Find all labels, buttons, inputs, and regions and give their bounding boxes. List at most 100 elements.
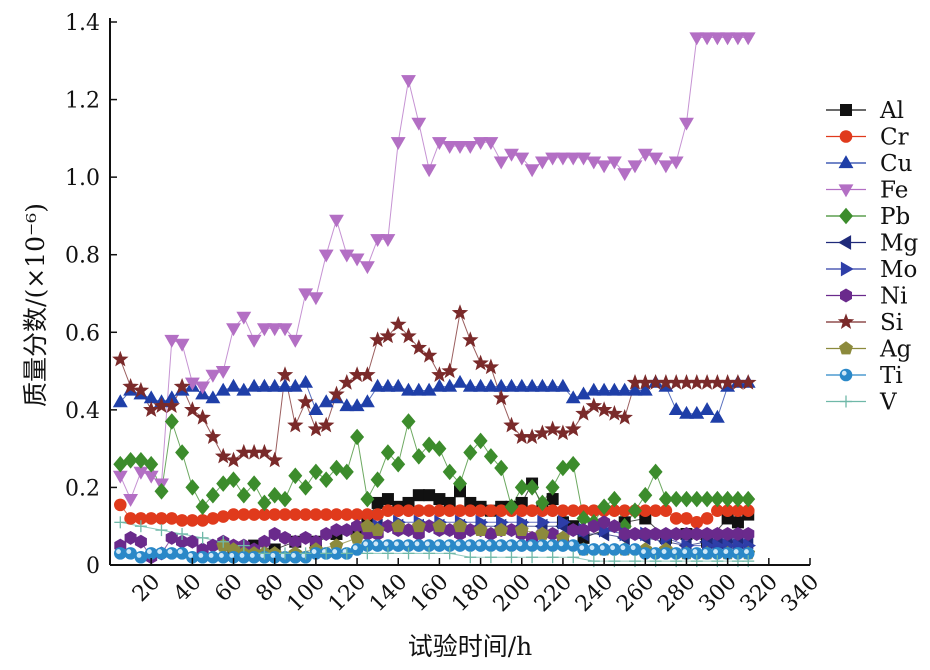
- data-point-cr: [525, 504, 539, 517]
- legend-label: Al: [879, 98, 904, 124]
- data-point-cr: [494, 504, 508, 517]
- data-point-ti: [124, 547, 137, 560]
- data-point-ni: [659, 527, 672, 541]
- data-point-cr: [134, 512, 148, 525]
- x-tick-label: 320: [736, 570, 783, 617]
- data-point-ni: [670, 527, 683, 541]
- series-lines: [119, 37, 749, 562]
- data-point-cu: [267, 378, 283, 392]
- data-point-v: [484, 551, 497, 564]
- data-point-ti: [587, 543, 601, 556]
- data-point-fe: [112, 470, 128, 484]
- legend-item-cr: Cr: [826, 125, 909, 151]
- data-point-v: [320, 547, 333, 560]
- data-point-pb: [658, 490, 673, 508]
- legend-item-pb: Pb: [826, 204, 910, 230]
- data-point-ti: [206, 550, 220, 564]
- series-points-ti: [113, 539, 755, 564]
- data-point-si: [122, 377, 139, 394]
- data-point-pb: [453, 475, 467, 492]
- data-point-al: [546, 493, 559, 506]
- data-point-ti: [371, 539, 384, 552]
- data-point-cr: [268, 508, 282, 521]
- data-point-ni: [330, 523, 343, 538]
- data-point-cr: [258, 508, 271, 521]
- data-point-cr: [299, 508, 312, 521]
- data-point-pb: [720, 490, 735, 508]
- data-point-si: [441, 362, 458, 379]
- data-point-pb: [226, 471, 241, 488]
- legend-item-v: V: [826, 390, 897, 416]
- data-point-cu: [277, 378, 293, 392]
- data-point-cu: [462, 378, 478, 392]
- data-point-cr: [371, 508, 384, 521]
- data-point-cu: [452, 374, 468, 388]
- data-point-v: [340, 547, 353, 560]
- data-point-cu: [709, 409, 725, 423]
- data-point-fe: [524, 164, 540, 178]
- data-point-si: [112, 350, 129, 367]
- data-point-v: [134, 520, 147, 533]
- x-tick-label: 160: [406, 570, 453, 617]
- data-point-cr: [433, 504, 446, 517]
- data-point-ni: [206, 538, 219, 553]
- data-point-v: [505, 551, 518, 564]
- data-point-ti: [134, 550, 148, 564]
- data-point-v: [155, 524, 168, 537]
- data-point-cr: [319, 508, 333, 521]
- data-point-pb: [463, 444, 478, 461]
- data-point-fe: [648, 152, 664, 166]
- data-point-fe: [256, 323, 272, 337]
- data-point-si: [534, 424, 551, 441]
- data-point-si: [616, 408, 633, 425]
- data-point-al: [433, 493, 446, 506]
- data-point-cr: [124, 512, 137, 525]
- data-point-fe: [637, 148, 653, 162]
- data-point-fe: [545, 152, 561, 166]
- data-point-ti: [196, 550, 209, 564]
- legend-marker: [839, 368, 853, 382]
- series-points-cr: [113, 498, 755, 529]
- data-point-pb: [308, 463, 323, 481]
- data-point-fe: [329, 214, 344, 228]
- data-point-fe: [565, 152, 581, 166]
- data-point-fe: [679, 117, 694, 131]
- data-point-si: [214, 447, 232, 464]
- data-point-ni: [546, 527, 559, 541]
- data-point-pb: [205, 486, 220, 504]
- data-point-si: [554, 424, 572, 441]
- data-point-ag: [453, 518, 467, 533]
- data-point-si: [482, 358, 500, 375]
- data-point-pb: [350, 428, 365, 446]
- data-point-cu: [370, 378, 386, 392]
- data-point-pb: [175, 444, 190, 461]
- data-point-fe: [123, 493, 139, 507]
- data-point-si: [318, 416, 335, 433]
- data-point-ti: [381, 539, 395, 552]
- data-point-fe: [359, 261, 375, 275]
- data-point-si: [225, 451, 242, 468]
- data-point-cu: [586, 382, 602, 396]
- data-point-ti: [155, 547, 168, 560]
- data-point-pb: [298, 479, 313, 496]
- data-point-pb: [597, 498, 612, 516]
- data-point-ti: [237, 550, 251, 564]
- data-point-cu: [483, 378, 499, 392]
- data-point-cr: [731, 504, 745, 517]
- data-point-pb: [133, 452, 148, 469]
- data-point-ti: [669, 547, 683, 560]
- data-point-v: [176, 527, 189, 540]
- data-point-pb: [278, 490, 292, 508]
- data-point-pb: [236, 486, 251, 504]
- x-tick-label: 200: [489, 570, 536, 617]
- data-point-si: [173, 377, 191, 394]
- data-point-ni: [700, 527, 714, 541]
- data-point-cu: [442, 378, 458, 392]
- data-point-ni: [711, 527, 724, 541]
- data-point-v: [567, 551, 580, 564]
- data-point-cu: [606, 382, 622, 396]
- data-point-pb: [648, 463, 663, 481]
- data-point-pb: [700, 490, 715, 508]
- data-point-ti: [268, 550, 282, 564]
- data-point-fe: [287, 334, 303, 348]
